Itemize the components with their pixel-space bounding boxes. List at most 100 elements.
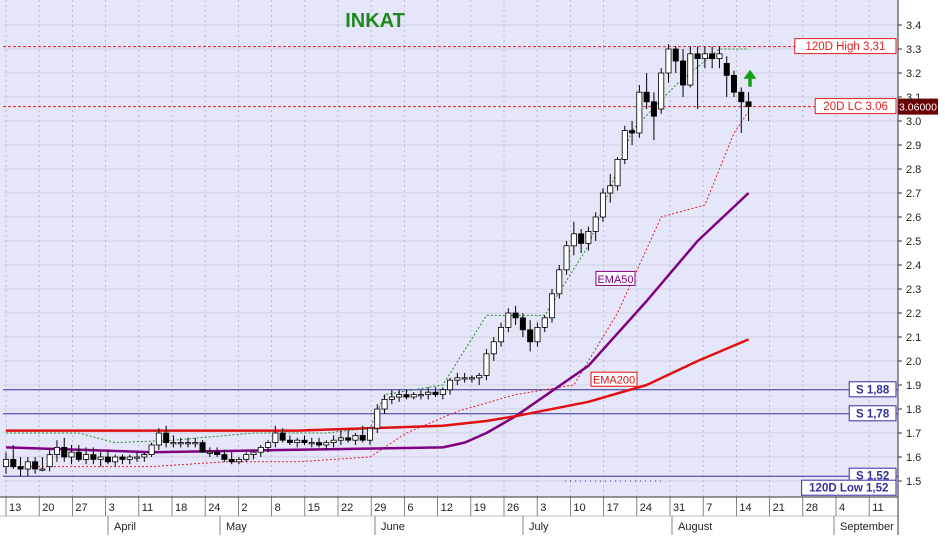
candle-body bbox=[272, 432, 279, 444]
candle-body bbox=[563, 245, 570, 271]
candle-body bbox=[621, 130, 628, 160]
candle-body bbox=[680, 60, 687, 86]
candle-body bbox=[337, 437, 344, 441]
last-price-box bbox=[898, 98, 938, 115]
candle-body bbox=[519, 317, 526, 331]
ema-label-box bbox=[590, 371, 638, 387]
candle-body bbox=[607, 185, 614, 194]
candle-body bbox=[75, 451, 82, 460]
candle-body bbox=[359, 434, 366, 441]
candle-body bbox=[592, 216, 599, 232]
candle-body bbox=[403, 394, 410, 398]
candle-body bbox=[53, 446, 60, 455]
ema-layer bbox=[5, 192, 750, 454]
candle-body bbox=[279, 432, 286, 441]
candle-body bbox=[672, 48, 679, 62]
candle-body bbox=[97, 456, 104, 460]
candle-body bbox=[447, 379, 454, 391]
x-tick-label: 11 bbox=[872, 502, 883, 514]
candle-body bbox=[687, 53, 694, 86]
x-tick-label: 15 bbox=[308, 502, 320, 514]
level-label: S 1,78 bbox=[856, 408, 890, 420]
candle-body bbox=[221, 454, 228, 460]
candle-body bbox=[155, 432, 162, 446]
x-tick-label: 10 bbox=[573, 502, 585, 514]
y-tick-label: 2.1 bbox=[906, 332, 921, 344]
candle-body bbox=[425, 391, 432, 396]
x-tick-label: 28 bbox=[806, 502, 818, 514]
y-tick-label: 1.6 bbox=[906, 452, 921, 464]
ema-label: EMA50 bbox=[597, 274, 633, 286]
candle-body bbox=[570, 233, 577, 247]
candle-body bbox=[3, 458, 9, 467]
candle-body bbox=[636, 91, 643, 134]
candle-body bbox=[10, 458, 17, 467]
chart-title: INKAT bbox=[345, 10, 405, 32]
candle-body bbox=[701, 53, 708, 59]
candle-body bbox=[731, 75, 738, 93]
candle-body bbox=[366, 427, 373, 441]
candle-body bbox=[723, 63, 730, 76]
level-label: 120D High 3,31 bbox=[805, 41, 885, 53]
x-tick-label: 13 bbox=[9, 502, 21, 514]
candle-body bbox=[665, 48, 672, 74]
month-label: August bbox=[678, 521, 712, 533]
candle-body bbox=[396, 394, 403, 398]
candle-body bbox=[68, 451, 75, 458]
candle-body bbox=[410, 394, 417, 398]
candle-body bbox=[17, 466, 24, 470]
candle-body bbox=[578, 233, 585, 244]
candle-body bbox=[192, 442, 199, 445]
candle-body bbox=[235, 458, 242, 463]
candle-body bbox=[505, 312, 512, 328]
x-tick-label: 24 bbox=[208, 502, 220, 514]
candle-body bbox=[250, 451, 257, 456]
y-tick-label: 3.3 bbox=[906, 44, 921, 56]
y-tick-label: 1.8 bbox=[906, 404, 921, 416]
lower-guide-line bbox=[6, 111, 749, 468]
y-tick-label: 3.1 bbox=[906, 92, 921, 104]
candle-body bbox=[265, 442, 272, 448]
y-tick-label: 2.4 bbox=[906, 260, 921, 272]
ema-label-box bbox=[595, 270, 636, 286]
x-tick-label: 19 bbox=[474, 502, 486, 514]
candle-body bbox=[716, 53, 723, 59]
y-tick-label: 2.6 bbox=[906, 212, 921, 224]
candle-body bbox=[417, 394, 424, 397]
x-tick-label: 6 bbox=[407, 502, 413, 514]
x-tick-label: 20 bbox=[42, 502, 54, 514]
guide-layer bbox=[6, 48, 749, 482]
candle-body bbox=[490, 341, 497, 355]
y-tick-label: 3.0 bbox=[906, 116, 921, 128]
candle-body bbox=[381, 398, 388, 410]
y-tick-label: 1.9 bbox=[906, 380, 921, 392]
x-tick-label: 14 bbox=[739, 502, 751, 514]
candle-body bbox=[104, 456, 111, 463]
level-label: 120D Low 1,52 bbox=[809, 483, 888, 495]
level-label-box bbox=[848, 405, 897, 422]
ema-line bbox=[5, 192, 750, 454]
level-label-box bbox=[848, 381, 897, 398]
candle-body bbox=[352, 434, 359, 441]
candle-body bbox=[461, 377, 468, 380]
candle-body bbox=[112, 456, 119, 463]
y-tick-label: 1.5 bbox=[906, 476, 921, 488]
candle-body bbox=[745, 101, 752, 108]
month-label: May bbox=[226, 521, 247, 533]
month-label: July bbox=[529, 521, 549, 533]
candle-body bbox=[119, 456, 126, 460]
candle-body bbox=[432, 391, 439, 396]
candle-body bbox=[228, 458, 235, 463]
y-tick-label: 1.7 bbox=[906, 428, 921, 440]
candle-body bbox=[90, 454, 97, 460]
candle-body bbox=[83, 454, 90, 460]
y-tick-label: 2.9 bbox=[906, 140, 921, 152]
candle-body bbox=[330, 439, 337, 444]
month-label: April bbox=[114, 521, 136, 533]
candle-body bbox=[294, 439, 301, 444]
candle-body bbox=[534, 326, 541, 343]
x-tick-label: 3 bbox=[540, 502, 546, 514]
x-tick-label: 11 bbox=[142, 502, 153, 514]
